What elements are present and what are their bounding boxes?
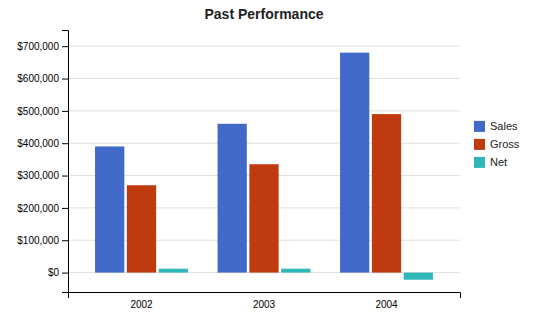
y-tick-label: $100,000 [17,235,59,246]
x-tick: 2003 [253,299,276,310]
x-tick: 2004 [375,299,398,310]
chart: $0 $100,000 $200,000 $300,000 $400,000 $500,0… [0,0,550,318]
y-tick-label: $700,000 [17,41,59,52]
grid-line [68,110,460,111]
legend-item: Gross [474,138,520,150]
y-tick-mark [62,46,68,47]
y-tick: $0 [48,267,68,278]
y-axis: $0 $100,000 $200,000 $300,000 $400,000 $500,0… [17,31,68,293]
grid-line [68,143,460,144]
series [159,269,433,280]
y-tick: $100,000 [17,235,68,246]
bar [404,273,433,280]
legend-swatch [474,157,485,168]
legend-label: Net [490,156,507,168]
x-tick: 2002 [130,299,153,310]
bar [159,269,188,273]
x-axis-line [69,293,461,299]
y-tick-mark [62,208,68,209]
bar [340,53,369,273]
y-tick-label: $600,000 [17,73,59,84]
x-tick-label: 2004 [375,299,398,310]
y-tick-label: $500,000 [17,106,59,117]
y-tick: $600,000 [17,73,68,84]
legend-label: Sales [490,120,518,132]
bar [281,269,310,273]
legend-swatch [474,121,485,132]
y-tick-label: $0 [48,267,60,278]
bar [127,185,156,272]
bar [95,146,124,272]
title: Past Performance [204,6,323,22]
y-tick-mark [62,240,68,241]
y-tick-label: $300,000 [17,170,59,181]
y-tick-mark [62,176,68,177]
x-tick-label: 2002 [130,299,153,310]
x-axis: 2002 2003 2004 [69,293,461,311]
grid [68,46,460,272]
legend-label: Gross [490,138,520,150]
legend-item: Net [474,156,507,168]
y-tick: $500,000 [17,106,68,117]
bar [249,164,278,272]
y-tick: $700,000 [17,41,68,52]
x-tick-label: 2003 [253,299,276,310]
y-tick-mark [62,111,68,112]
legend-item: Sales [474,120,518,132]
plot: $0 $100,000 $200,000 $300,000 $400,000 $500,0… [17,31,460,311]
y-tick-mark [62,79,68,80]
bars [95,53,433,280]
y-tick-label: $200,000 [17,203,59,214]
y-tick: $300,000 [17,170,68,181]
legend-swatch [474,139,485,150]
grid-line [68,46,460,47]
series [95,53,369,273]
bar [218,124,247,273]
series [127,114,401,272]
y-axis-line [62,31,69,293]
y-tick: $200,000 [17,203,68,214]
y-tick-mark [62,143,68,144]
bar [372,114,401,272]
y-tick: $400,000 [17,138,68,149]
legend: Sales Gross Net [474,120,520,168]
y-tick-mark [62,273,68,274]
y-tick-label: $400,000 [17,138,59,149]
grid-line [68,78,460,79]
